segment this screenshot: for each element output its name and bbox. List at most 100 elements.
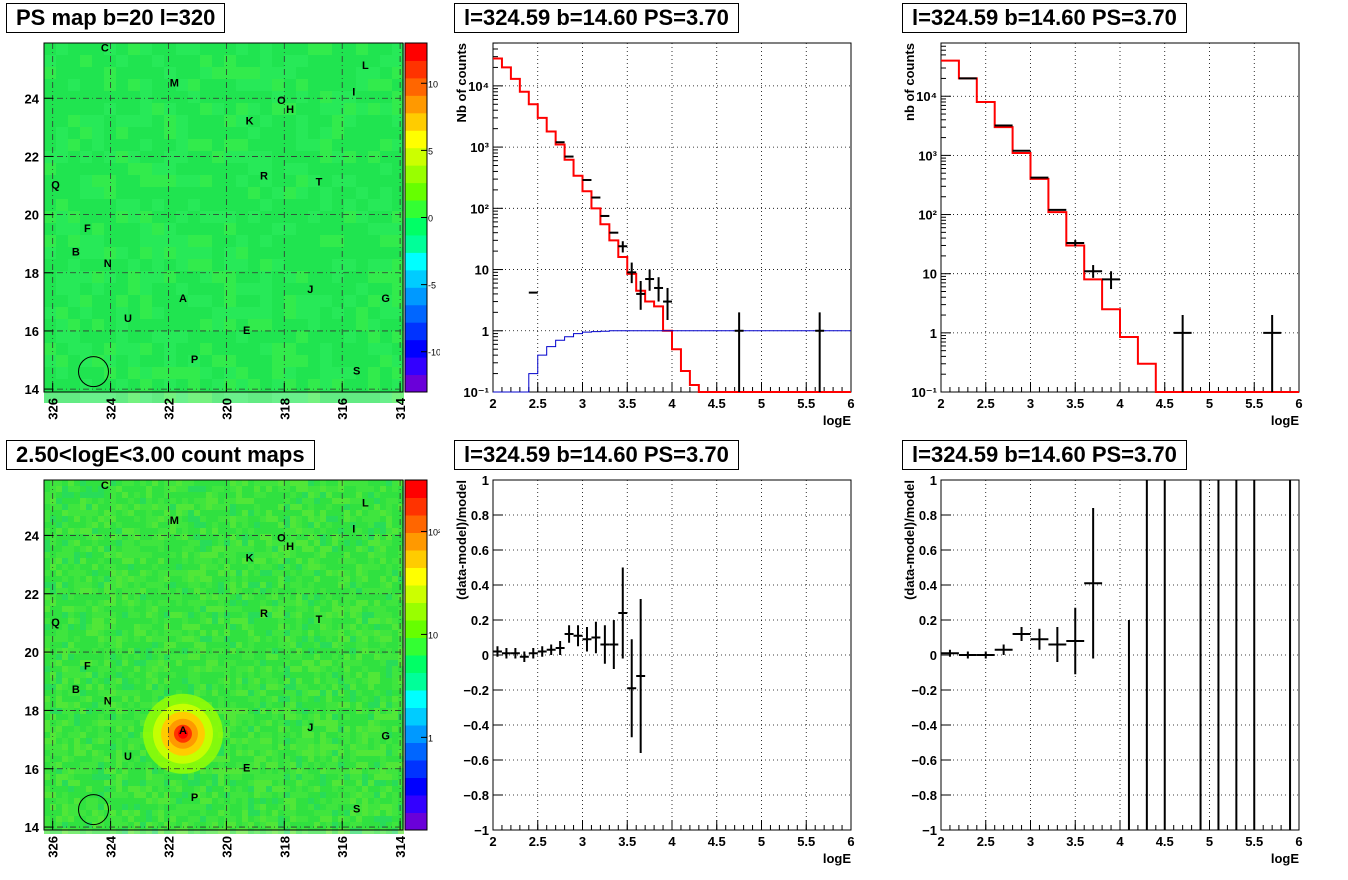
map-pixel xyxy=(218,492,224,498)
map-pixel xyxy=(74,744,80,750)
map-pixel xyxy=(170,654,176,660)
map-pixel xyxy=(182,558,188,564)
map-pixel xyxy=(176,576,182,582)
map-pixel xyxy=(188,235,200,247)
map-pixel xyxy=(260,702,266,708)
map-pixel xyxy=(308,642,314,648)
map-pixel xyxy=(122,600,128,606)
map-pixel xyxy=(44,816,50,822)
map-pixel xyxy=(242,792,248,798)
map-pixel xyxy=(260,522,266,528)
map-pixel xyxy=(104,678,110,684)
map-pixel xyxy=(392,678,398,684)
map-pixel xyxy=(266,600,272,606)
map-pixel xyxy=(248,606,254,612)
map-pixel xyxy=(284,810,290,816)
map-pixel xyxy=(200,103,212,115)
map-pixel xyxy=(368,295,380,307)
map-pixel xyxy=(284,570,290,576)
map-pixel xyxy=(278,552,284,558)
map-pixel xyxy=(380,199,392,211)
map-pixel xyxy=(218,486,224,492)
map-pixel xyxy=(188,247,200,259)
map-pixel xyxy=(326,666,332,672)
map-pixel xyxy=(74,492,80,498)
map-pixel xyxy=(266,726,272,732)
map-pixel xyxy=(122,528,128,534)
map-pixel xyxy=(218,582,224,588)
map-pixel xyxy=(368,666,374,672)
map-pixel xyxy=(338,732,344,738)
map-pixel xyxy=(212,247,224,259)
map-pixel xyxy=(320,726,326,732)
map-pixel xyxy=(320,738,326,744)
map-pixel xyxy=(98,624,104,630)
map-pixel xyxy=(56,91,68,103)
map-pixel xyxy=(152,786,158,792)
map-pixel xyxy=(302,540,308,546)
map-pixel xyxy=(320,720,326,726)
map-pixel xyxy=(56,750,62,756)
map-pixel xyxy=(374,630,380,636)
map-pixel xyxy=(302,516,308,522)
map-pixel xyxy=(140,516,146,522)
map-pixel xyxy=(176,319,188,331)
map-pixel xyxy=(254,672,260,678)
map-pixel xyxy=(296,247,308,259)
map-pixel xyxy=(296,600,302,606)
map-pixel xyxy=(392,738,398,744)
map-pixel xyxy=(62,522,68,528)
map-pixel xyxy=(128,696,134,702)
map-pixel xyxy=(368,660,374,666)
map-pixel xyxy=(44,367,56,379)
map-pixel xyxy=(230,738,236,744)
map-pixel xyxy=(290,654,296,660)
map-pixel xyxy=(296,139,308,151)
map-pixel xyxy=(224,211,236,223)
map-pixel xyxy=(374,486,380,492)
map-pixel xyxy=(194,630,200,636)
map-pixel xyxy=(308,636,314,642)
map-pixel xyxy=(230,516,236,522)
map-pixel xyxy=(248,738,254,744)
map-pixel xyxy=(44,480,50,486)
map-pixel xyxy=(296,355,308,367)
map-pixel xyxy=(140,199,152,211)
map-pixel xyxy=(392,666,398,672)
map-pixel xyxy=(80,642,86,648)
map-pixel xyxy=(368,307,380,319)
map-pixel xyxy=(116,504,122,510)
map-pixel xyxy=(236,486,242,492)
map-pixel xyxy=(380,708,386,714)
map-pixel xyxy=(284,67,296,79)
map-pixel xyxy=(326,702,332,708)
map-pixel xyxy=(98,684,104,690)
map-pixel xyxy=(308,744,314,750)
map-pixel xyxy=(302,780,308,786)
map-pixel xyxy=(200,259,212,271)
map-pixel xyxy=(80,786,86,792)
map-pixel xyxy=(92,618,98,624)
map-pixel xyxy=(92,684,98,690)
map-pixel xyxy=(272,786,278,792)
map-pixel xyxy=(374,606,380,612)
map-pixel xyxy=(80,810,86,816)
map-pixel xyxy=(116,576,122,582)
map-pixel xyxy=(242,624,248,630)
map-pixel xyxy=(212,540,218,546)
colorbar-segment xyxy=(405,743,427,761)
map-pixel xyxy=(146,804,152,810)
map-pixel xyxy=(386,600,392,606)
map-pixel xyxy=(218,666,224,672)
map-pixel xyxy=(368,343,380,355)
map-pixel xyxy=(164,498,170,504)
map-pixel xyxy=(284,576,290,582)
map-pixel xyxy=(308,540,314,546)
map-pixel xyxy=(320,163,332,175)
map-pixel xyxy=(344,696,350,702)
map-pixel xyxy=(308,708,314,714)
map-pixel xyxy=(92,810,98,816)
map-pixel xyxy=(272,139,284,151)
map-pixel xyxy=(242,726,248,732)
map-pixel xyxy=(392,247,404,259)
